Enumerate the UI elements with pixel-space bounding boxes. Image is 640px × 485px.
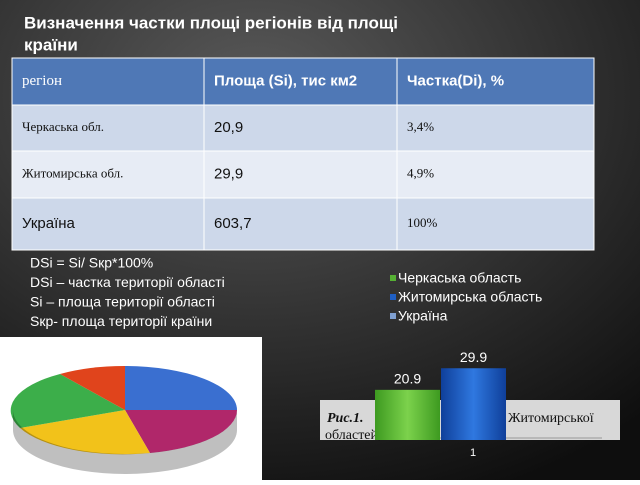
bar: [375, 389, 440, 440]
data-label: 29.9: [460, 349, 487, 365]
table-cell: Україна: [22, 215, 76, 232]
formula-line: DSi = Si/ Sкр*100%: [30, 255, 153, 271]
table-cell: Черкаська обл.: [22, 119, 104, 134]
formulas: DSi = Si/ Sкр*100% DSi – частка території…: [30, 255, 225, 330]
legend-swatch: [390, 313, 396, 319]
title-line: країни: [24, 35, 78, 54]
legend-label: Україна: [398, 308, 448, 324]
data-label: 20.9: [394, 371, 421, 387]
table-cell: 603,7: [214, 215, 252, 232]
table-row: [11, 197, 595, 251]
formula-line: DSi – частка території області: [30, 274, 225, 290]
legend-swatch: [390, 294, 396, 300]
legend-swatch: [390, 275, 396, 281]
header-cell: регіон: [22, 73, 62, 89]
legend-label: Черкаська область: [398, 270, 521, 286]
formula-line: Si – площа території області: [30, 294, 215, 310]
pie-image: [0, 337, 262, 480]
table-cell: 3,4%: [407, 119, 434, 134]
table-cell: 4,9%: [407, 165, 434, 180]
table-row: [11, 57, 595, 106]
bar-chart: Черкаська область 20.9 Житомирська область…: [375, 270, 542, 440]
title-line: Визначення частки площі регіонів від пло…: [24, 13, 398, 32]
table-cell: 20,9: [214, 119, 243, 136]
caption-text: Житомирської: [508, 411, 594, 426]
formula-line: Sкр- площа території країни: [30, 313, 212, 329]
page-number: 1: [470, 447, 476, 459]
header-cell: Площа (Si), тис км2: [214, 72, 357, 89]
table-cell: Житомирська обл.: [22, 165, 123, 180]
bar: [441, 368, 506, 440]
table-cell: 100%: [407, 215, 438, 230]
header-cell: Частка(Di), %: [407, 72, 504, 89]
table: регіон Площа (Si), тис км2 Частка(Di), % Че…: [11, 57, 595, 251]
caption-label: Рис.1.: [327, 411, 364, 426]
table-cell: 29,9: [214, 165, 243, 182]
legend-label: Житомирська область: [398, 289, 542, 305]
